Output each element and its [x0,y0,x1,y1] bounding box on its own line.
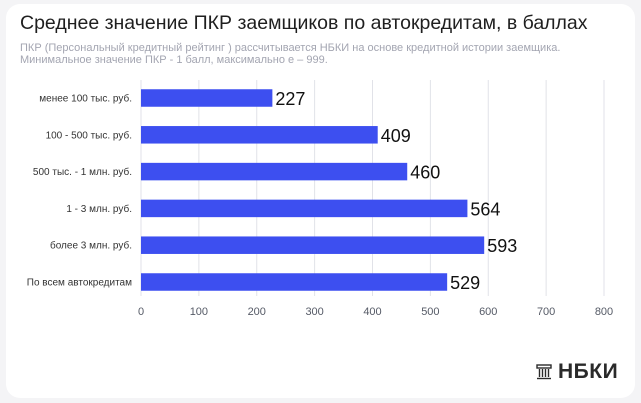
bar [141,126,378,144]
subtitle-line-1: ПКР (Персональный кредитный рейтинг ) ра… [20,42,561,54]
value-label: 227 [275,89,305,109]
x-tick-label: 600 [479,306,497,318]
value-label: 593 [487,236,517,256]
value-label: 409 [381,126,411,146]
bar [141,236,485,254]
value-label: 460 [410,163,440,183]
chart-subtitle: ПКР (Персональный кредитный рейтинг ) ра… [20,42,610,66]
x-tick-label: 700 [537,306,555,318]
nbki-logo: НБКИ [536,360,618,384]
category-label: 500 тыс. - 1 млн. руб. [33,166,132,178]
x-tick-label: 100 [190,306,208,318]
x-tick-label: 0 [138,306,144,318]
category-label: менее 100 тыс. руб. [39,93,132,105]
bank-building-icon [536,364,552,380]
category-label: 1 - 3 млн. руб. [66,203,132,215]
value-label: 529 [450,273,480,293]
bar [141,273,448,291]
value-label: 564 [470,199,500,219]
chart-title: Среднее значение ПКР заемщиков по автокр… [20,12,588,34]
category-label: более 3 млн. руб. [50,240,132,252]
category-label: 100 - 500 тыс. руб. [46,129,132,141]
x-tick-label: 400 [363,306,381,318]
x-tick-label: 300 [305,306,323,318]
bar [141,162,408,181]
x-tick-label: 500 [421,306,439,318]
bar [141,89,273,107]
x-tick-label: 800 [595,306,613,318]
logo-text: НБКИ [558,360,619,383]
x-tick-label: 200 [248,306,266,318]
bar [141,199,468,218]
subtitle-line-2: Минимальное значение ПКР - 1 балл, макси… [20,54,328,66]
category-label: По всем автокредитам [27,278,132,289]
